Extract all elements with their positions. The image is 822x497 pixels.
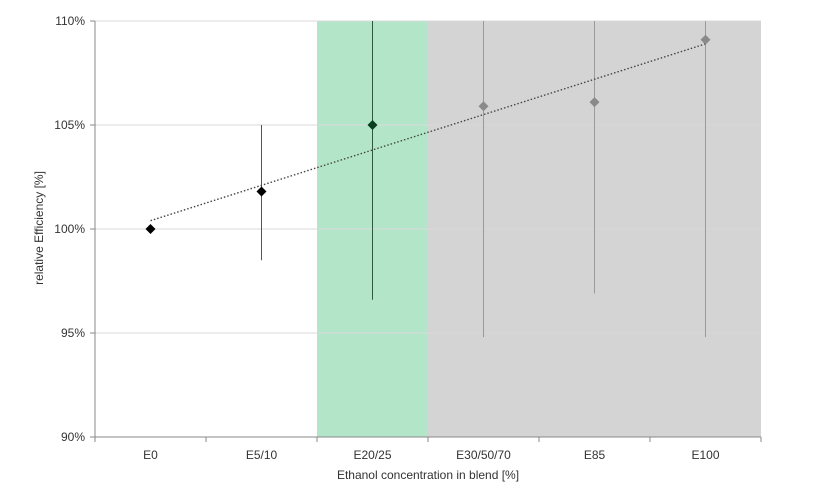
data-point-3 bbox=[478, 101, 489, 112]
data-point-4 bbox=[589, 97, 600, 108]
x-tick-label-1: E5/10 bbox=[246, 448, 278, 462]
gridlines bbox=[90, 20, 761, 438]
trendline bbox=[150, 43, 706, 222]
data-point-5 bbox=[700, 34, 711, 45]
y-tick-label-2: 100% bbox=[54, 222, 85, 236]
y-axis-title: relative Efficiency [%] bbox=[32, 171, 46, 285]
data-point-2 bbox=[367, 120, 378, 130]
x-tick-label-4: E85 bbox=[584, 448, 606, 462]
y-tick-label-3: 105% bbox=[54, 118, 85, 132]
data-point-1 bbox=[256, 186, 267, 197]
error-bars bbox=[261, 21, 706, 338]
x-tick-label-2: E20/25 bbox=[353, 448, 391, 462]
tick-labels: 90% 95% 100% 105% 110% E0 E5/10 E20/25 E30/50/70… bbox=[54, 14, 720, 462]
x-axis-title: Ethanol concentration in blend [%] bbox=[337, 468, 519, 482]
data-points bbox=[145, 34, 711, 234]
axes bbox=[94, 21, 762, 442]
y-tick-label-0: 90% bbox=[61, 430, 85, 444]
y-tick-label-4: 110% bbox=[55, 14, 85, 28]
x-tick-label-3: E30/50/70 bbox=[456, 448, 511, 462]
x-tick-label-5: E100 bbox=[691, 448, 719, 462]
trendline-group bbox=[150, 43, 706, 222]
x-tick-label-0: E0 bbox=[143, 448, 158, 462]
data-point-0 bbox=[145, 224, 156, 234]
y-tick-label-1: 95% bbox=[61, 326, 85, 340]
